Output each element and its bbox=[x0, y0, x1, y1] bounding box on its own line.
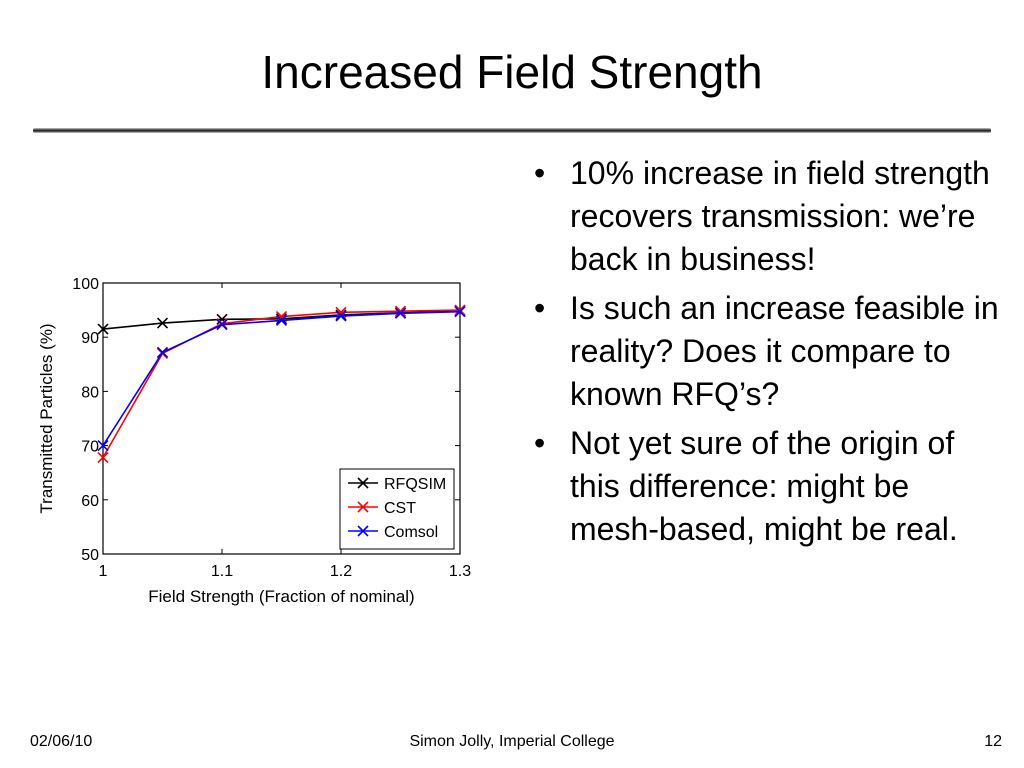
slide-title: Increased Field Strength bbox=[261, 46, 763, 98]
data-point-marker bbox=[97, 440, 109, 452]
x-tick-label: 1.1 bbox=[211, 563, 233, 580]
y-tick-label: 100 bbox=[72, 276, 99, 293]
bullet-icon: • bbox=[534, 155, 546, 191]
title-divider bbox=[33, 128, 991, 133]
x-axis-label: Field Strength (Fraction of nominal) bbox=[148, 587, 414, 606]
data-point-marker bbox=[357, 501, 369, 513]
footer-author: Simon Jolly, Imperial College bbox=[409, 733, 615, 750]
chart-series bbox=[97, 304, 466, 464]
y-axis-label: Transmitted Particles (%) bbox=[37, 323, 56, 513]
y-tick-label: 80 bbox=[81, 384, 99, 401]
series-comsol bbox=[97, 306, 466, 452]
data-point-marker bbox=[357, 525, 369, 537]
data-point-marker bbox=[454, 306, 466, 318]
data-point-marker bbox=[275, 313, 288, 325]
legend-item-cst: CST bbox=[348, 500, 416, 517]
data-point-marker bbox=[335, 310, 347, 322]
data-point-marker bbox=[156, 346, 169, 358]
data-point-marker bbox=[216, 319, 228, 331]
legend-label: Comsol bbox=[384, 524, 438, 541]
data-point-marker bbox=[454, 304, 466, 316]
legend-label: RFQSIM bbox=[384, 476, 446, 493]
chart-svg: 1 1.1 1.2 1.3 50 60 70 80 90 100 Field Strength (… bbox=[37, 276, 471, 606]
legend-item-comsol: Comsol bbox=[348, 524, 438, 541]
data-point-marker bbox=[357, 477, 369, 489]
bullet-icon: • bbox=[534, 425, 546, 461]
x-tick-label: 1 bbox=[99, 563, 108, 580]
legend-item-rfqsim: RFQSIM bbox=[348, 476, 446, 493]
transmission-chart: 1 1.1 1.2 1.3 50 60 70 80 90 100 Field Strength (… bbox=[30, 268, 480, 620]
footer-page-number: 12 bbox=[984, 733, 1002, 750]
y-tick-label: 70 bbox=[81, 439, 99, 456]
bullet-text: 10% increase in field strength recovers … bbox=[570, 155, 990, 277]
x-tick-label: 1.2 bbox=[330, 563, 352, 580]
legend-label: CST bbox=[384, 500, 416, 517]
axis-ticks: 1 1.1 1.2 1.3 50 60 70 80 90 100 bbox=[72, 276, 471, 580]
data-point-marker bbox=[394, 307, 407, 319]
data-point-marker bbox=[97, 323, 109, 335]
data-point-marker bbox=[394, 305, 407, 317]
y-tick-label: 50 bbox=[81, 547, 99, 564]
bullet-text: Not yet sure of the origin of this diffe… bbox=[570, 425, 958, 547]
bullet-item: • Not yet sure of the origin of this diff… bbox=[530, 422, 1000, 551]
bullet-item: • Is such an increase feasible in reality… bbox=[530, 287, 1000, 416]
bullet-icon: • bbox=[534, 290, 546, 326]
y-tick-label: 60 bbox=[81, 493, 99, 510]
chart-legend: RFQSIM CST Comsol bbox=[339, 468, 455, 550]
bullet-text: Is such an increase feasible in reality?… bbox=[570, 290, 999, 412]
bullet-list: • 10% increase in field strength recovers… bbox=[530, 152, 1000, 557]
data-point-marker bbox=[97, 451, 109, 464]
data-point-marker bbox=[216, 313, 228, 325]
y-tick-label: 90 bbox=[81, 330, 99, 347]
data-point-marker bbox=[156, 317, 169, 329]
data-point-marker bbox=[275, 314, 288, 326]
bullet-item: • 10% increase in field strength recovers… bbox=[530, 152, 1000, 281]
x-tick-label: 1.3 bbox=[449, 563, 471, 580]
footer-date: 02/06/10 bbox=[30, 733, 93, 750]
